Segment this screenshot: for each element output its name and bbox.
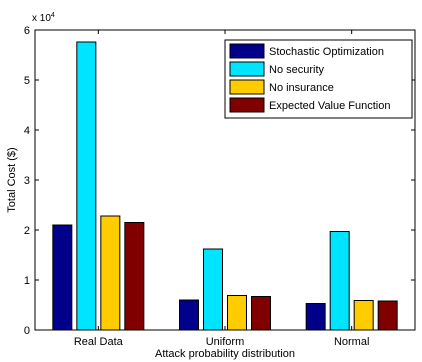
y-multiplier-label: x 104 [32, 12, 55, 24]
bar [305, 303, 326, 331]
y-tick-label: 4 [24, 125, 30, 137]
y-tick-label: 2 [24, 225, 30, 237]
y-tick-label: 3 [24, 175, 30, 187]
x-tick-label: Normal [334, 336, 369, 348]
x-axis-label: Attack probability distribution [155, 348, 295, 360]
bar [203, 248, 223, 331]
legend: Stochastic Optimization No security No ins… [224, 39, 413, 119]
legend-swatch [229, 97, 265, 113]
bar [124, 222, 145, 331]
legend-label: No security [269, 64, 325, 76]
y-multiplier-exponent: 4 [51, 12, 55, 19]
y-tick-label: 5 [24, 75, 30, 87]
y-tick-label: 0 [24, 325, 30, 337]
y-ticks-group: 0 1 2 3 4 5 6 [24, 25, 415, 337]
bar [179, 299, 199, 331]
bar [100, 215, 121, 331]
legend-label: Expected Value Function [269, 100, 390, 112]
x-tick-label: Uniform [206, 336, 245, 348]
bar [251, 296, 271, 331]
y-tick-label: 1 [24, 275, 30, 287]
x-tick-label: Real Data [74, 336, 124, 348]
y-tick-label: 6 [24, 25, 30, 37]
legend-label: No insurance [269, 82, 334, 94]
bar [329, 231, 350, 331]
bar [227, 295, 247, 331]
legend-swatch [229, 61, 265, 77]
bar [353, 300, 374, 331]
bars-group [52, 41, 398, 331]
y-axis-label: Total Cost ($) [6, 147, 18, 212]
legend-swatch [229, 43, 265, 59]
bar [52, 224, 73, 331]
bar [76, 41, 97, 331]
legend-label: Stochastic Optimization [269, 46, 384, 58]
x-ticks-group: Real Data Uniform Normal [74, 30, 369, 348]
bar [377, 300, 398, 331]
legend-swatch [229, 79, 265, 95]
